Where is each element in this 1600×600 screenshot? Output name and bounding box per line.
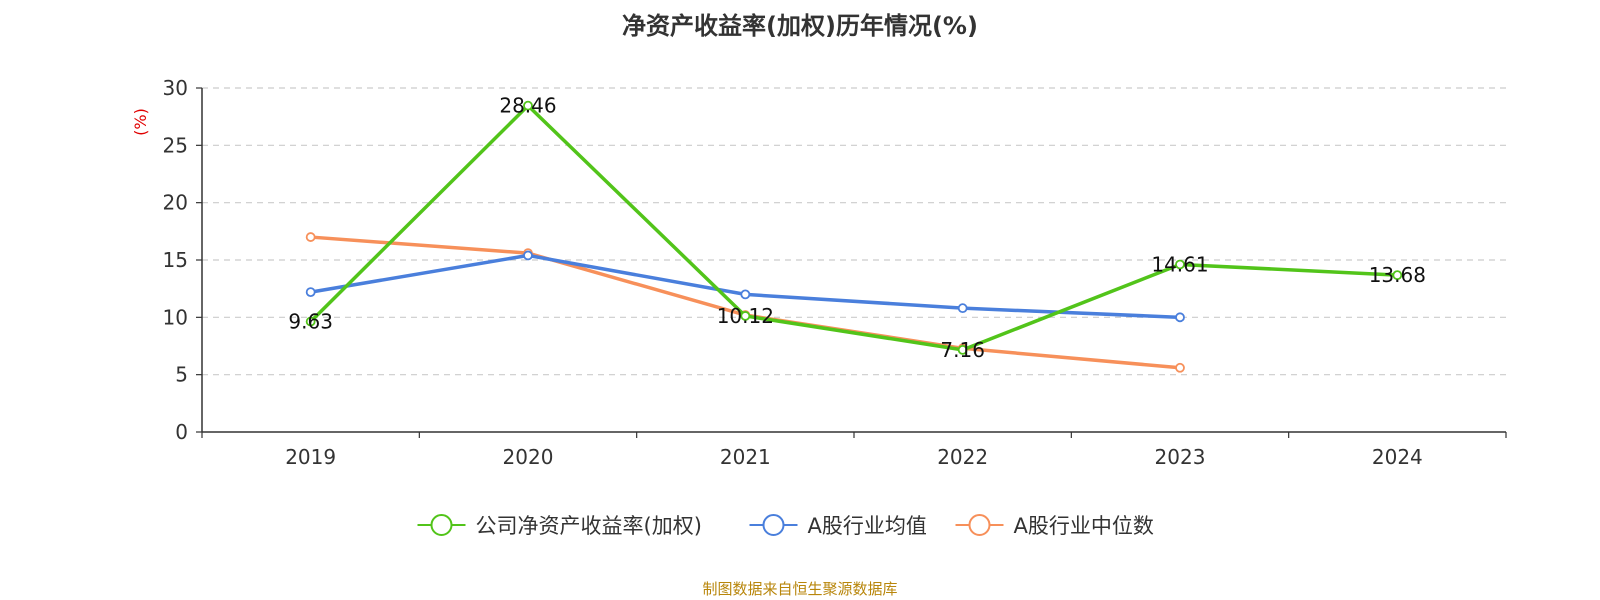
series-2 (305, 250, 1185, 323)
legend-marker (762, 514, 785, 536)
data-point (1175, 312, 1185, 323)
y-tick-label: 20 (163, 191, 188, 215)
data-point (957, 303, 968, 314)
series-line (310, 235, 1181, 370)
data-label: 28.46 (499, 94, 556, 118)
y-tick-label: 25 (163, 133, 188, 157)
data-point (305, 287, 316, 298)
series-line (309, 103, 1398, 352)
y-tick-label: 15 (163, 248, 188, 272)
x-tick-label: 2019 (285, 445, 336, 469)
series-lines (305, 100, 1403, 373)
x-tick-label: 2022 (937, 445, 988, 469)
legend: 公司净资产收益率(加权) A股行业均值 A股行业中位数 (417, 514, 1154, 538)
data-point (523, 100, 533, 111)
x-tick-label: 2024 (1372, 445, 1423, 469)
legend-label: A股行业中位数 (1014, 514, 1154, 538)
legend-marker (968, 514, 991, 536)
axes: 0 5 10 15 20 25 30 2019 2020 2021 2022 2023 2024 (163, 76, 1507, 469)
grid-lines (202, 87, 1506, 376)
y-tick-label: 0 (175, 420, 188, 444)
data-point (523, 250, 533, 261)
data-point (305, 316, 316, 327)
x-tick-label: 2021 (720, 445, 771, 469)
legend-label: 公司净资产收益率(加权) (476, 514, 702, 538)
data-point (305, 232, 316, 242)
data-label: 14.61 (1151, 252, 1208, 276)
y-tick-label: 5 (175, 363, 188, 387)
series-3 (305, 232, 1185, 373)
x-tick-label: 2020 (503, 445, 554, 469)
legend-item-3: A股行业中位数 (955, 514, 1154, 538)
data-label: 7.16 (940, 338, 985, 362)
data-label: 9.63 (288, 310, 333, 334)
data-point (740, 311, 751, 321)
legend-label: A股行业均值 (808, 514, 927, 538)
data-point (1175, 259, 1185, 270)
legend-item-2: A股行业均值 (749, 514, 927, 538)
x-tick-label: 2023 (1155, 445, 1206, 469)
data-point (957, 344, 968, 355)
y-axis-label: (%) (131, 108, 150, 136)
y-tick-label: 30 (163, 76, 188, 100)
y-tick-label: 10 (163, 305, 188, 329)
legend-marker (430, 514, 453, 536)
source-footer: 制图数据来自恒生聚源数据库 (702, 580, 898, 598)
data-label: 10.12 (717, 304, 774, 328)
data-point (1392, 270, 1403, 281)
data-labels: 9.63 28.46 10.12 7.16 14.61 13.68 (288, 94, 1426, 362)
data-point (740, 289, 751, 300)
chart-title: 净资产收益率(加权)历年情况(%) (622, 12, 978, 40)
data-label: 13.68 (1369, 263, 1426, 287)
series-1 (305, 100, 1403, 355)
data-point (1175, 362, 1185, 373)
legend-item-1: 公司净资产收益率(加权) (417, 514, 702, 538)
